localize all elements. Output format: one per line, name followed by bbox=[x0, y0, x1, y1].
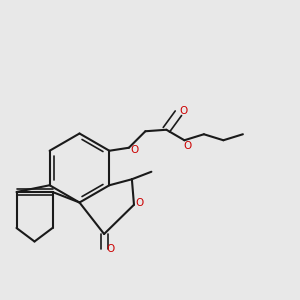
Text: O: O bbox=[135, 198, 143, 208]
Text: O: O bbox=[106, 244, 114, 254]
Text: O: O bbox=[184, 141, 192, 151]
Text: O: O bbox=[180, 106, 188, 116]
Text: O: O bbox=[130, 145, 138, 155]
